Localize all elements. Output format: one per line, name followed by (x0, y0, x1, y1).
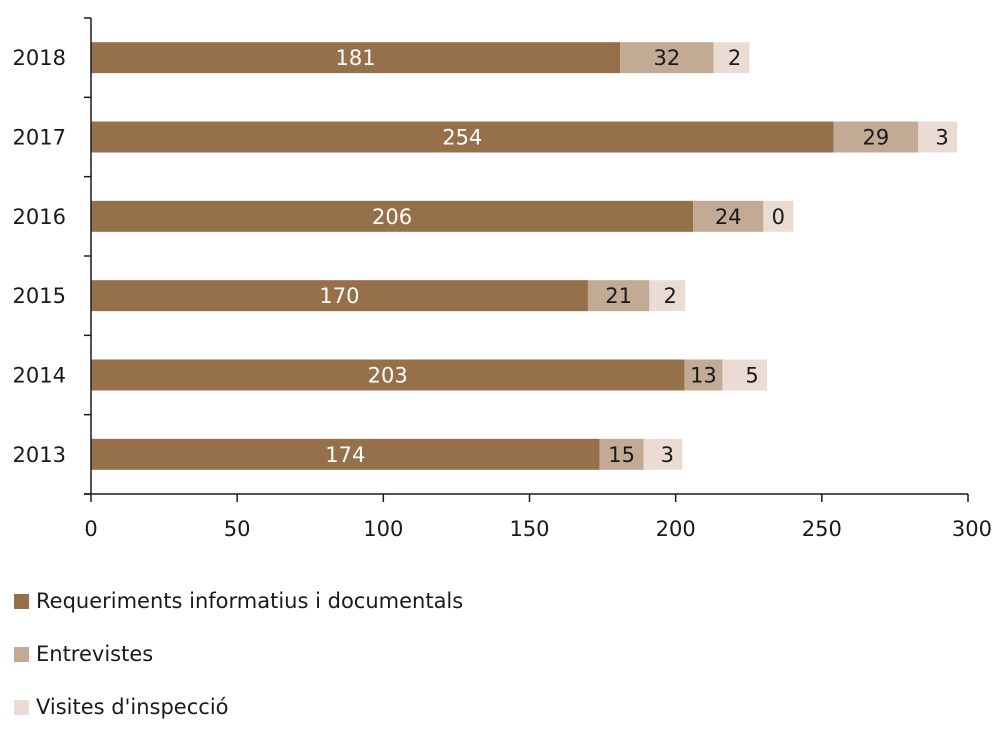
axes-layer (84, 17, 969, 502)
bar-entrevistes-2016 (693, 200, 764, 232)
value-label-visites-2016: 0 (772, 205, 785, 229)
legend-item-requeriments: Requeriments informatius i documentals (14, 588, 914, 614)
bar-visites-2017 (918, 121, 928, 153)
bar-entrevistes-2018 (620, 42, 714, 74)
legend-label-visites: Visites d'inspecció (36, 695, 229, 719)
bar-label-bg-visites-2016 (763, 200, 794, 232)
x-tick-label-250: 250 (802, 517, 842, 541)
bar-entrevistes-2015 (587, 280, 650, 312)
bar-label-bg-visites-2017 (927, 121, 958, 153)
bar-entrevistes-2013 (599, 438, 644, 470)
value-label-entrevistes-2017: 29 (863, 126, 890, 150)
y-tick-label-2016: 2016 (13, 205, 66, 229)
value-label-requeriments-2018: 181 (336, 46, 376, 70)
bar-requeriments-2018 (91, 42, 621, 74)
legend-item-visites: Visites d'inspecció (14, 694, 914, 720)
x-tick-label-100: 100 (363, 517, 403, 541)
legend-swatch-entrevistes (14, 646, 29, 662)
value-label-requeriments-2017: 254 (442, 126, 482, 150)
value-label-entrevistes-2014: 13 (690, 364, 717, 388)
value-label-visites-2013: 3 (661, 443, 674, 467)
y-tick-label-2018: 2018 (13, 46, 66, 70)
value-label-requeriments-2014: 203 (368, 364, 408, 388)
legend-swatch-visites (14, 699, 29, 715)
bar-requeriments-2013 (91, 438, 600, 470)
value-label-requeriments-2015: 170 (319, 284, 359, 308)
y-tick-label-2013: 2013 (13, 443, 66, 467)
value-label-visites-2017: 3 (935, 126, 948, 150)
y-tick-label-2015: 2015 (13, 284, 66, 308)
y-tick-label-2014: 2014 (13, 364, 66, 388)
x-tick-label-0: 0 (84, 517, 97, 541)
value-label-visites-2014: 5 (745, 364, 758, 388)
bar-label-bg-visites-2014 (737, 359, 768, 391)
bar-visites-2014 (722, 359, 738, 391)
y-tick-label-2017: 2017 (13, 126, 66, 150)
bar-entrevistes-2017 (833, 121, 919, 153)
legend: Requeriments informatius i documentals E… (14, 588, 914, 747)
x-tick-label-300: 300 (952, 517, 992, 541)
legend-item-entrevistes: Entrevistes (14, 641, 914, 667)
bar-label-bg-visites-2013 (652, 438, 683, 470)
chart: 181 32 2 2018 254 29 3 2017 206 24 0 2016 170 21 2 2015… (13, 17, 992, 719)
labels-layer: 181 32 2 2018 254 29 3 2017 206 24 0 2016 170 21 2 2015… (13, 46, 992, 541)
bar-visites-2015 (649, 280, 656, 312)
value-label-entrevistes-2018: 32 (654, 46, 681, 70)
x-tick-label-150: 150 (509, 517, 549, 541)
bar-label-bg-visites-2018 (719, 42, 750, 74)
bar-requeriments-2014 (91, 359, 685, 391)
bar-entrevistes-2014 (684, 359, 723, 391)
bar-requeriments-2015 (91, 280, 588, 312)
x-tick-label-50: 50 (224, 517, 251, 541)
bar-visites-2013 (643, 438, 653, 470)
x-tick-label-200: 200 (656, 517, 696, 541)
legend-swatch-requeriments (14, 593, 29, 609)
legend-label-entrevistes: Entrevistes (36, 642, 154, 666)
value-label-visites-2018: 2 (728, 46, 741, 70)
value-label-requeriments-2016: 206 (372, 205, 412, 229)
value-label-visites-2015: 2 (664, 284, 677, 308)
bars-layer (91, 42, 958, 470)
legend-label-requeriments: Requeriments informatius i documentals (36, 589, 464, 613)
value-label-entrevistes-2015: 21 (605, 284, 632, 308)
value-label-entrevistes-2016: 24 (715, 205, 742, 229)
bar-visites-2018 (713, 42, 720, 74)
bar-label-bg-visites-2015 (655, 280, 686, 312)
bar-requeriments-2016 (91, 200, 694, 232)
bar-chart: 181 32 2 2018 254 29 3 2017 206 24 0 2016 170 21 2 2015… (13, 17, 992, 541)
value-label-entrevistes-2013: 15 (608, 443, 635, 467)
bar-requeriments-2017 (91, 121, 834, 153)
value-label-requeriments-2013: 174 (325, 443, 365, 467)
